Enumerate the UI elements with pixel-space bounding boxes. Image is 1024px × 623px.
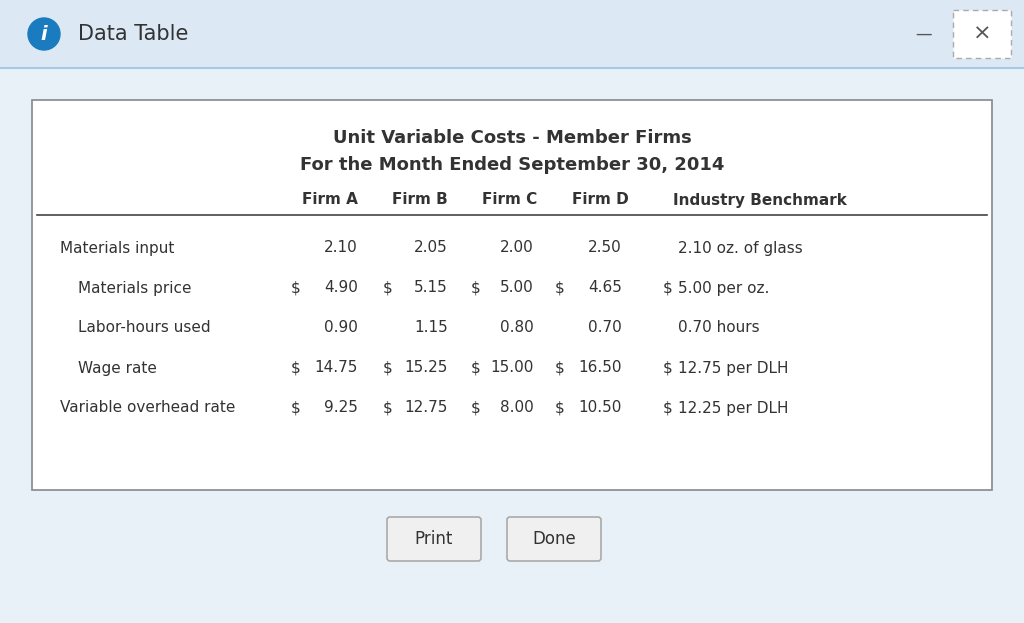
Text: 5.00 per oz.: 5.00 per oz.	[678, 280, 769, 295]
Text: 8.00: 8.00	[501, 401, 534, 416]
Text: 2.00: 2.00	[501, 240, 534, 255]
Text: 5.00: 5.00	[501, 280, 534, 295]
Text: Unit Variable Costs - Member Firms: Unit Variable Costs - Member Firms	[333, 129, 691, 147]
Text: 12.25 per DLH: 12.25 per DLH	[678, 401, 788, 416]
Text: $: $	[470, 401, 480, 416]
Text: 4.65: 4.65	[588, 280, 622, 295]
FancyBboxPatch shape	[387, 517, 481, 561]
Text: $: $	[290, 361, 300, 376]
Text: 0.70: 0.70	[588, 320, 622, 336]
Text: Firm D: Firm D	[571, 193, 629, 207]
Text: 2.05: 2.05	[415, 240, 449, 255]
Text: 15.25: 15.25	[404, 361, 449, 376]
Text: 15.00: 15.00	[490, 361, 534, 376]
Text: Firm B: Firm B	[392, 193, 447, 207]
Text: 16.50: 16.50	[579, 361, 622, 376]
Text: $: $	[382, 280, 392, 295]
Text: $: $	[555, 361, 565, 376]
Text: 0.70 hours: 0.70 hours	[678, 320, 760, 336]
Text: $: $	[470, 361, 480, 376]
Text: $: $	[382, 401, 392, 416]
Text: $: $	[555, 280, 565, 295]
Text: Variable overhead rate: Variable overhead rate	[60, 401, 236, 416]
Bar	[953, 10, 1011, 58]
Bar	[32, 100, 992, 490]
Text: Data Table: Data Table	[78, 24, 188, 44]
Text: Print: Print	[415, 530, 454, 548]
Text: Firm A: Firm A	[302, 193, 358, 207]
Text: 0.90: 0.90	[325, 320, 358, 336]
Text: —: —	[915, 25, 932, 43]
Text: 12.75: 12.75	[404, 401, 449, 416]
Text: 5.15: 5.15	[415, 280, 449, 295]
Text: 12.75 per DLH: 12.75 per DLH	[678, 361, 788, 376]
Text: Materials input: Materials input	[60, 240, 174, 255]
Circle shape	[28, 18, 60, 50]
Text: $: $	[382, 361, 392, 376]
Text: Firm C: Firm C	[482, 193, 538, 207]
Text: 2.10: 2.10	[325, 240, 358, 255]
Text: $: $	[663, 401, 672, 416]
Bar	[0, 0, 1024, 68]
Text: i: i	[41, 24, 47, 44]
Text: 9.25: 9.25	[325, 401, 358, 416]
Text: Industry Benchmark: Industry Benchmark	[673, 193, 847, 207]
Text: 10.50: 10.50	[579, 401, 622, 416]
Text: $: $	[663, 361, 672, 376]
Text: For the Month Ended September 30, 2014: For the Month Ended September 30, 2014	[300, 156, 724, 174]
Text: 14.75: 14.75	[314, 361, 358, 376]
Text: $: $	[555, 401, 565, 416]
Text: Done: Done	[532, 530, 575, 548]
Text: ×: ×	[973, 24, 991, 44]
Text: 0.80: 0.80	[501, 320, 534, 336]
Text: $: $	[290, 280, 300, 295]
Text: 2.50: 2.50	[588, 240, 622, 255]
Text: 4.90: 4.90	[325, 280, 358, 295]
Text: Labor-hours used: Labor-hours used	[78, 320, 211, 336]
Text: $: $	[663, 280, 672, 295]
Text: 1.15: 1.15	[415, 320, 449, 336]
Text: Wage rate: Wage rate	[78, 361, 157, 376]
Text: Materials price: Materials price	[78, 280, 191, 295]
Text: $: $	[470, 280, 480, 295]
Text: 2.10 oz. of glass: 2.10 oz. of glass	[678, 240, 803, 255]
FancyBboxPatch shape	[507, 517, 601, 561]
Text: $: $	[290, 401, 300, 416]
